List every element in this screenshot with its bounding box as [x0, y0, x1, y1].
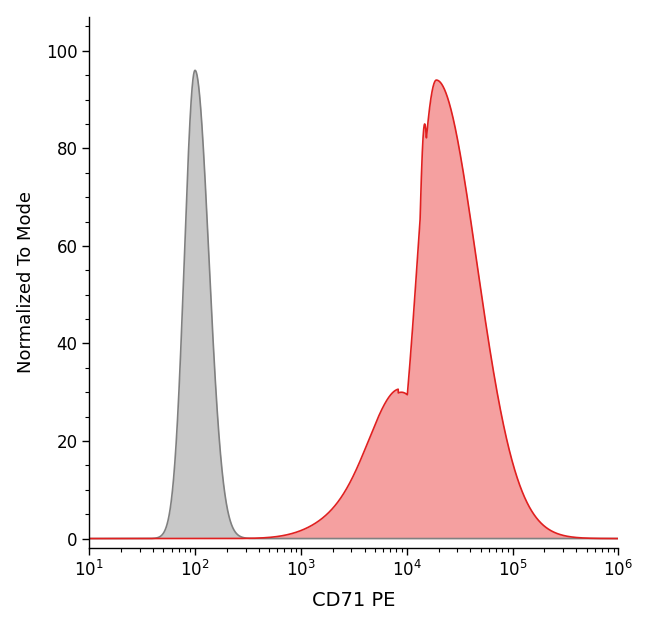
X-axis label: CD71 PE: CD71 PE — [312, 591, 395, 610]
Y-axis label: Normalized To Mode: Normalized To Mode — [17, 191, 34, 374]
